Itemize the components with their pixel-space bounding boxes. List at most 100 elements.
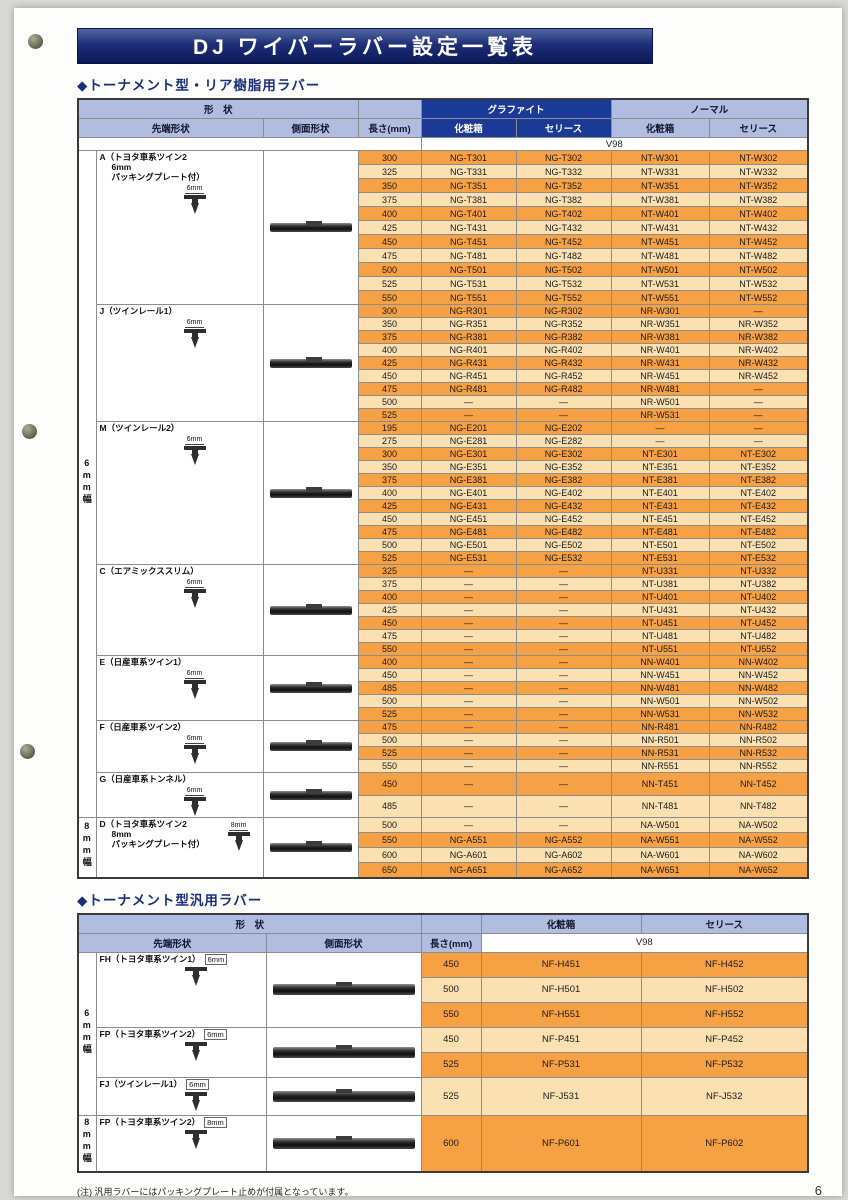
part-number-cell: NT-W402 xyxy=(708,206,809,221)
length-cell: 525 xyxy=(357,746,422,760)
part-number-cell: NG-T331 xyxy=(420,164,517,179)
part-number-cell: NT-W531 xyxy=(610,276,710,291)
width-band-label: 8mm幅 xyxy=(81,1117,92,1165)
part-number-cell: NN-W532 xyxy=(708,707,809,721)
tip-dimension-label: 8mm xyxy=(204,1116,227,1128)
part-number-cell: NG-T332 xyxy=(515,164,612,179)
part-number-cell: NG-A551 xyxy=(420,832,517,848)
part-number-cell: — xyxy=(420,577,517,591)
length-cell: 425 xyxy=(357,220,422,235)
length-cell: 375 xyxy=(357,473,422,487)
part-number-cell: NF-H452 xyxy=(640,951,809,978)
part-number-cell: NT-E382 xyxy=(708,473,809,487)
part-number-cell: NG-E431 xyxy=(420,499,517,513)
tip-shape-cell: G（日産車系トンネル） 6mm xyxy=(95,772,264,818)
part-number-cell: NR-W351 xyxy=(610,317,710,331)
tip-neck xyxy=(191,333,198,337)
part-number-cell: NN-W451 xyxy=(610,668,710,682)
data-row: 475— — NT-U481 NT-U482 xyxy=(78,629,809,643)
data-row: 485— — NN-T481 NN-T482 xyxy=(78,794,809,818)
tip-wedge xyxy=(190,753,199,764)
tip-shape-cell: F（日産車系ツイン2） 6mm xyxy=(95,720,264,773)
side-shape-cell xyxy=(262,655,359,721)
part-number-cell: NG-R451 xyxy=(420,369,517,383)
length-cell: 300 xyxy=(357,447,422,461)
length-cell: 425 xyxy=(357,499,422,513)
footnote: (注) 汎用ラバーにはパッキングプレート止めが付属となっています。 xyxy=(77,1187,354,1197)
part-number-cell: NT-W351 xyxy=(610,178,710,193)
data-row: 525 NG-E531 NG-E532 NT-E531 NT-E532 xyxy=(78,551,809,565)
length-cell: 450 xyxy=(420,951,482,978)
part-number-cell: NT-W301 xyxy=(610,150,710,165)
tip-dimension-label: 6mm xyxy=(204,1028,227,1040)
group-label: G（日産車系トンネル） xyxy=(99,774,191,784)
side-shape-cell xyxy=(262,564,359,656)
tip-wedge xyxy=(192,1049,200,1061)
part-number-cell: NG-T552 xyxy=(515,290,612,305)
header-row: 形 状 化粧箱 セリース xyxy=(77,913,809,934)
part-number-cell: NT-U482 xyxy=(708,629,809,643)
data-row: 6mm幅 FH（トヨタ車系ツイン1） 6mm 450 NF-H451 NF-H452 xyxy=(77,951,809,1116)
part-number-cell: NT-E431 xyxy=(610,499,710,513)
data-row: 450 NG-T451 NG-T452 NT-W451 NT-W452 xyxy=(78,234,809,249)
data-row: F（日産車系ツイン2） 6mm 475— — NN-R481 NN-R482 xyxy=(78,720,809,773)
data-row: FP（トヨタ車系ツイン2） 6mm 450 NF-P451 NF-P452 xyxy=(78,1026,809,1078)
length-cell: 525 xyxy=(357,551,422,565)
part-number-cell: NT-W482 xyxy=(708,248,809,263)
length-cell: 525 xyxy=(420,1076,482,1116)
part-number-cell: NG-E382 xyxy=(515,473,612,487)
part-number-cell: NT-U401 xyxy=(610,590,710,604)
tip-neck xyxy=(235,836,242,840)
part-number-cell: — xyxy=(420,655,517,669)
part-number-cell: NG-E381 xyxy=(420,473,517,487)
data-row: 475 NG-E481 NG-E482 NT-E481 NT-E482 xyxy=(78,525,809,539)
width-band: 6mm幅 xyxy=(77,150,97,818)
part-number-cell: NG-T381 xyxy=(420,192,517,207)
data-row: 275 NG-E281 NG-E282— — xyxy=(78,434,809,448)
box-header: 化粧箱 xyxy=(480,913,642,934)
part-number-cell: NG-R432 xyxy=(515,356,612,370)
length-cell: 275 xyxy=(357,434,422,448)
tip-neck xyxy=(193,970,199,975)
part-number-cell: NG-T352 xyxy=(515,178,612,193)
part-number-cell: NG-A652 xyxy=(515,862,612,878)
group-label: D（トヨタ車系ツイン2 xyxy=(99,819,187,829)
part-number-cell: — xyxy=(420,759,517,773)
length-cell: 550 xyxy=(357,832,422,848)
group-label: C（エアミックススリム） xyxy=(99,566,199,576)
header-row: 形 状 グラファイト ノーマル xyxy=(77,98,809,119)
part-number-cell: NG-R482 xyxy=(515,382,612,396)
part-number-cell: NF-P452 xyxy=(640,1026,809,1053)
length-cell: 475 xyxy=(357,248,422,263)
group-label: FP（トヨタ車系ツイン2） xyxy=(99,1029,201,1039)
part-number-cell: NT-W452 xyxy=(708,234,809,249)
length-cell: 400 xyxy=(357,343,422,357)
page-content: DJ ワイパーラバー設定一覧表 ◆トーナメント型・リア樹脂用ラバー 形 状 グラフ… xyxy=(77,28,822,1198)
part-number-cell: — xyxy=(515,681,612,695)
length-cell: 325 xyxy=(357,564,422,578)
length-cell: 450 xyxy=(357,369,422,383)
part-number-cell: — xyxy=(708,408,809,422)
binder-hole-top xyxy=(28,34,43,49)
part-number-cell: NN-T481 xyxy=(610,794,710,818)
group-label: M（ツインレール2） xyxy=(99,423,180,433)
length-cell: 500 xyxy=(357,395,422,409)
tip-shape-icon xyxy=(130,966,263,986)
part-number-cell: NT-U402 xyxy=(708,590,809,604)
length-cell: 350 xyxy=(357,178,422,193)
tip-neck xyxy=(191,801,198,805)
part-number-cell: NT-W451 xyxy=(610,234,710,249)
normal-series-header: セリース xyxy=(708,118,809,138)
part-number-cell: NR-W401 xyxy=(610,343,710,357)
tip-cap xyxy=(227,832,250,836)
part-number-cell: NR-W402 xyxy=(708,343,809,357)
data-row: FJ（ツインレール1） 6mm 525 NF-J531 NF-J532 xyxy=(78,1076,809,1116)
tip-wedge xyxy=(190,337,199,348)
part-number-cell: NR-W352 xyxy=(708,317,809,331)
part-number-cell: NN-T482 xyxy=(708,794,809,818)
part-number-cell: NT-W502 xyxy=(708,262,809,277)
length-cell: 475 xyxy=(357,525,422,539)
length-cell: 525 xyxy=(357,276,422,291)
part-number-cell: NT-W481 xyxy=(610,248,710,263)
tip-dimension-label: 6mm xyxy=(186,1078,209,1090)
